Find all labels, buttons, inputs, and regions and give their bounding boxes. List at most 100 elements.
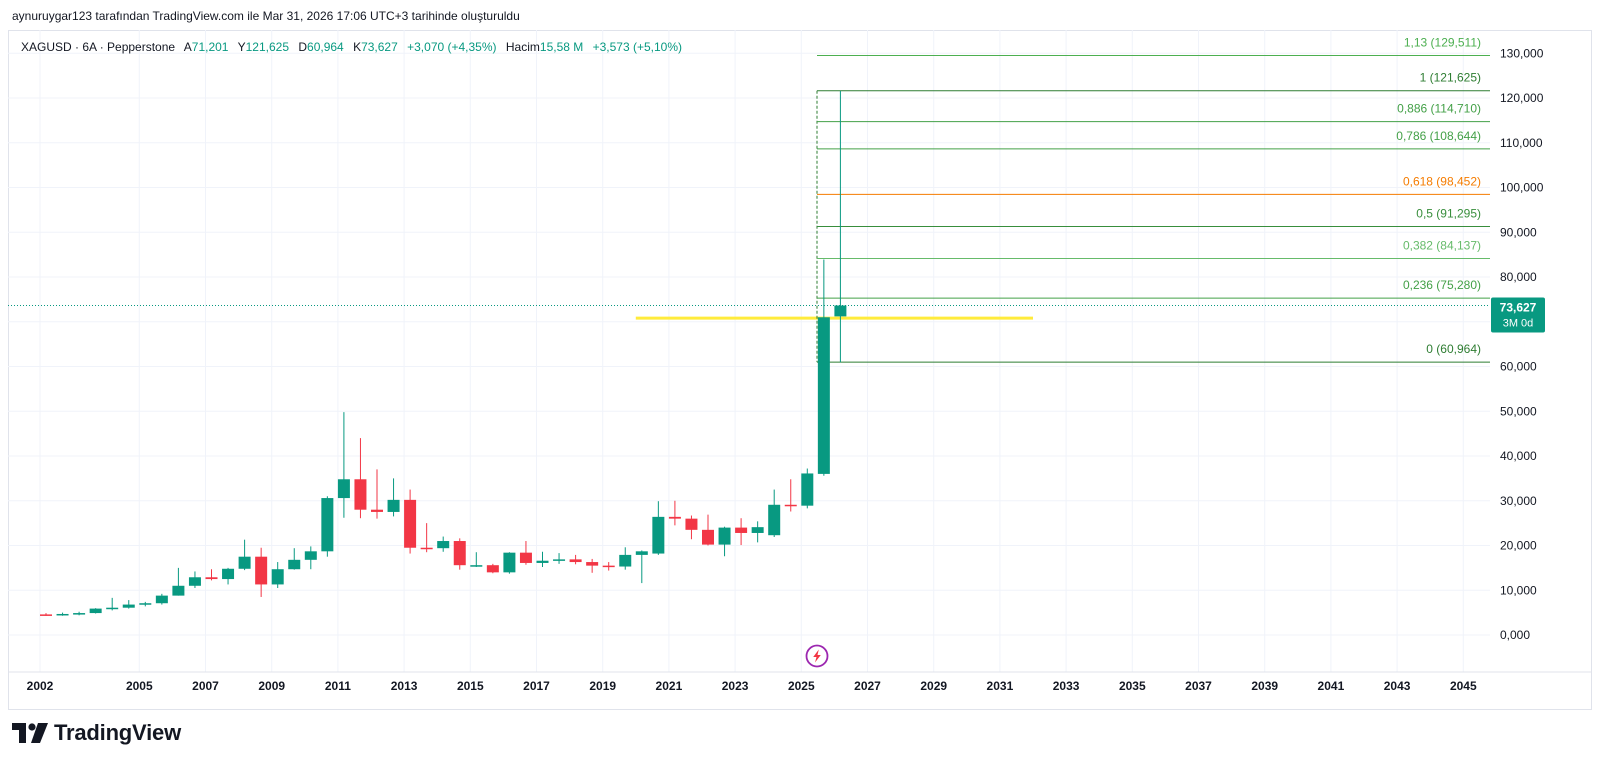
candle-body [337,479,350,499]
x-tick-label: 2023 [722,679,749,693]
candle-body [801,473,814,506]
fib-level-label: 0,236 (75,280) [1403,278,1481,292]
price-badge-countdown: 3M 0d [1503,318,1534,330]
candle-body [470,565,483,567]
chart-frame[interactable] [8,30,1592,710]
price-axis: 0,000 10,000 20,000 30,000 40,000 50,000 60,00… [1500,46,1544,642]
x-tick-label: 2021 [656,679,683,693]
y-tick-label: 10,000 [1500,583,1537,597]
candle-body [188,577,201,586]
candle-body [354,479,367,510]
candle-body [619,554,632,567]
x-tick-label: 2025 [788,679,815,693]
x-tick-label: 2011 [325,679,351,693]
candle-body [255,556,268,585]
x-tick-label: 2045 [1450,679,1477,693]
lightning-icon[interactable] [805,644,829,668]
x-tick-label: 2031 [987,679,1014,693]
open-value: 71,201 [191,40,229,54]
x-tick-label: 2029 [920,679,947,693]
volume-key: Hacim [505,40,540,54]
candle-body [453,541,466,566]
low-key: D [298,40,308,54]
x-tick-label: 2035 [1119,679,1146,693]
fib-level-label: 0 (60,964) [1426,342,1481,356]
candle-body [288,559,301,570]
candle-body [304,551,317,560]
candle-body [321,498,334,552]
x-tick-label: 2037 [1185,679,1212,693]
candle-body [685,518,698,530]
candle-body [569,559,582,563]
high-value: 121,625 [245,40,289,54]
x-tick-label: 2017 [523,679,550,693]
candle-body [817,317,830,474]
fib-level-label: 0,382 (84,137) [1403,238,1481,252]
y-tick-label: 90,000 [1500,225,1537,239]
candles-layer [40,90,847,616]
chart-caption: aynuruygar123 tarafından TradingView.com… [12,9,520,23]
brand-name: TradingView [54,720,181,745]
x-tick-label: 2007 [192,679,219,693]
y-tick-label: 80,000 [1500,270,1537,284]
candle-body [718,527,731,545]
y-tick-label: 110,000 [1500,136,1543,150]
y-tick-label: 30,000 [1500,494,1537,508]
candle-body [222,568,235,580]
symbol-name[interactable]: XAGUSD · 6A · Pepperstone [21,40,176,54]
candle-body [205,577,218,580]
candle-body [834,305,847,317]
x-tick-label: 2033 [1053,679,1080,693]
symbol-legend[interactable]: XAGUSD · 6A · Pepperstone A71,201 Y121,6… [21,40,682,54]
candle-body [635,551,648,555]
candle-body [89,608,102,614]
price-badge-layer: 73,627 3M 0d [1491,297,1545,333]
candle-body [503,552,516,573]
y-tick-label: 50,000 [1500,404,1537,418]
open-key: A [183,40,192,54]
fib-level-label: 0,5 (91,295) [1416,206,1481,220]
close-key: K [353,40,362,54]
fib-level-label: 0,786 (108,644) [1396,129,1481,143]
candle-body [519,552,532,563]
candle-body [486,565,499,573]
fib-level-label: 1 (121,625) [1420,71,1481,85]
candle-body [387,499,400,512]
x-tick-label: 2005 [126,679,153,693]
candle-body [238,556,251,569]
volume-value: 15,58 M [539,40,584,54]
x-tick-label: 2039 [1251,679,1278,693]
fib-level-label: 0,618 (98,452) [1403,174,1481,188]
y-tick-label: 0,000 [1500,628,1530,642]
price-badge [1491,297,1545,333]
change-value: +3,070 (+4,35%) [407,40,497,54]
time-axis: 2002 2005 2007 2009 2011 2013 2015 2017 2019 2021… [27,679,1477,693]
candle-body [172,585,185,596]
x-tick-label: 2019 [589,679,616,693]
candle-body [751,527,764,533]
candle-body [106,607,119,610]
candle-body [602,565,615,568]
tradingview-logo[interactable]: TradingView [12,720,181,746]
candle-body [420,547,433,550]
close-value: 73,627 [361,40,398,54]
fib-level-label: 0,886 (114,710) [1397,102,1481,116]
x-tick-label: 2002 [27,679,54,693]
x-tick-label: 2013 [391,679,418,693]
volume-change-value: +3,573 (+5,10%) [592,40,682,54]
price-badge-value: 73,627 [1500,301,1537,315]
candle-body [73,613,86,615]
candle-body [122,604,135,608]
candle-body [702,529,714,545]
candle-body [437,541,450,549]
candle-body [155,595,168,604]
candle-body [586,562,599,566]
candle-body [735,527,748,533]
x-tick-label: 2043 [1384,679,1411,693]
grid-lines [8,30,1592,673]
candle-body [768,504,781,536]
candle-body [668,516,681,519]
low-value: 60,964 [307,40,344,54]
y-tick-label: 60,000 [1500,360,1537,374]
